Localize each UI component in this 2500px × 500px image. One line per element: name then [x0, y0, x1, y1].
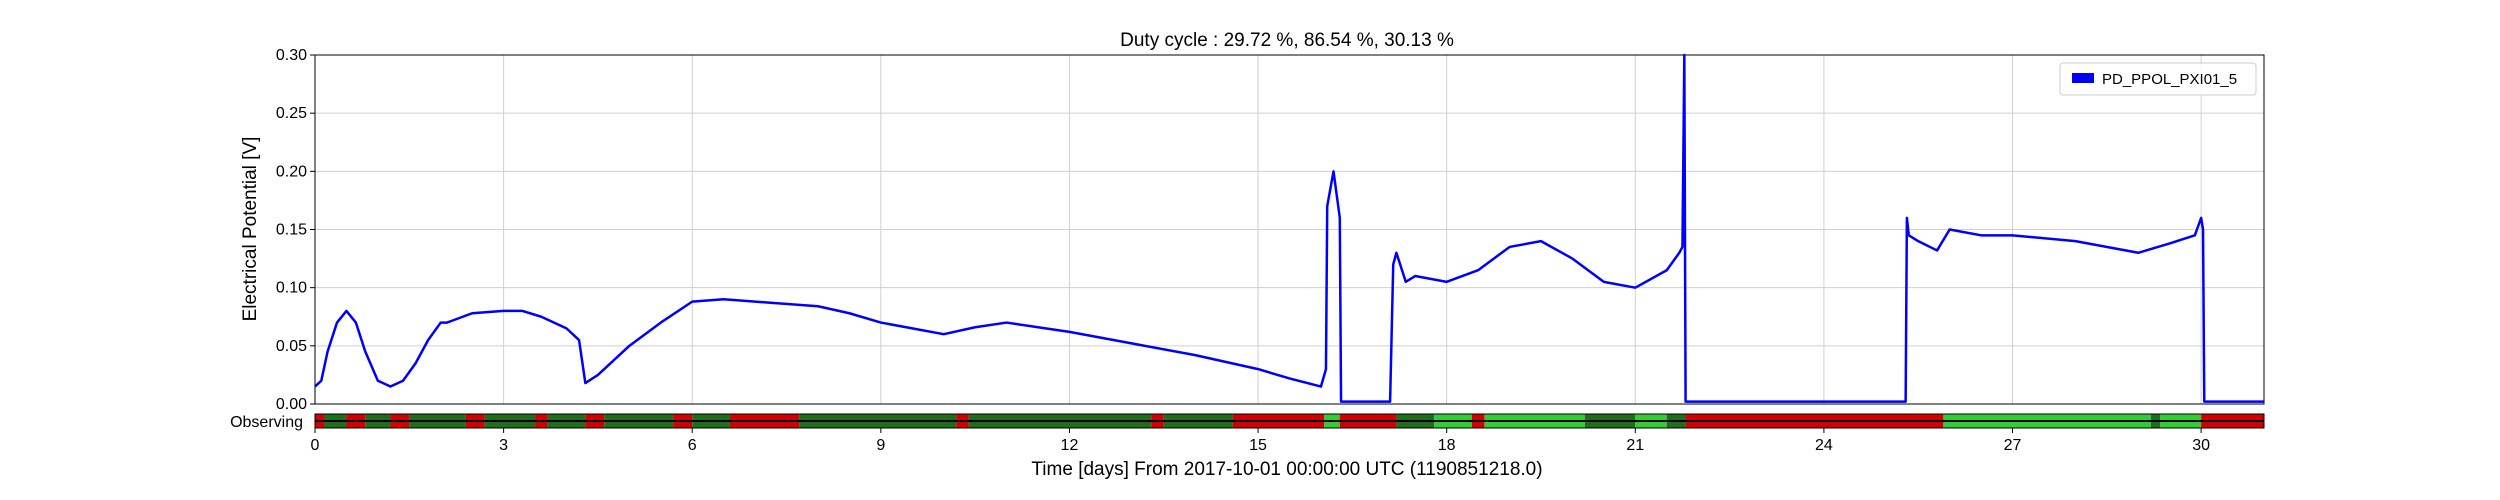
x-tick-label: 24	[1815, 437, 1833, 454]
x-tick-label: 6	[688, 437, 697, 454]
x-tick-label: 21	[1626, 437, 1644, 454]
legend-swatch	[2072, 73, 2094, 83]
x-tick-label: 27	[2004, 437, 2022, 454]
x-axis-label: Time [days] From 2017-10-01 00:00:00 UTC…	[1031, 459, 1542, 480]
x-tick-label: 0	[311, 437, 320, 454]
observing-strip	[315, 414, 2264, 428]
x-tick-label: 30	[2192, 437, 2210, 454]
x-tick-label: 18	[1438, 437, 1456, 454]
series-line	[314, 53, 2264, 403]
y-tick-label: 0.00	[276, 396, 307, 413]
y-tick-label: 0.20	[276, 163, 307, 180]
observing-label: Observing	[230, 414, 303, 431]
y-tick-label: 0.05	[276, 338, 307, 355]
x-axis-ticks: 0 3 6 9 12 15 18 21 24 27 30	[311, 428, 2210, 454]
x-tick-label: 3	[499, 437, 508, 454]
x-tick-label: 12	[1061, 437, 1079, 454]
y-tick-label: 0.15	[276, 222, 307, 239]
x-tick-label: 9	[876, 437, 885, 454]
legend-box	[2059, 62, 2257, 96]
observing-strip-frame	[314, 413, 2265, 429]
x-tick-label: 15	[1249, 437, 1267, 454]
y-tick-label: 0.30	[276, 47, 307, 64]
legend: PD_PPOL_PXI01_5	[2059, 62, 2257, 96]
chart-title: Duty cycle : 29.72 %, 86.54 %, 30.13 %	[1120, 30, 1454, 51]
series-layer	[314, 53, 2264, 403]
y-axis-ticks: 0.00 0.05 0.10 0.15 0.20 0.25 0.30	[276, 47, 315, 413]
y-axis-label: Electrical Potential [V]	[240, 137, 261, 322]
y-tick-label: 0.10	[276, 280, 307, 297]
legend-label: PD_PPOL_PXI01_5	[2102, 71, 2237, 88]
y-tick-label: 0.25	[276, 105, 307, 122]
